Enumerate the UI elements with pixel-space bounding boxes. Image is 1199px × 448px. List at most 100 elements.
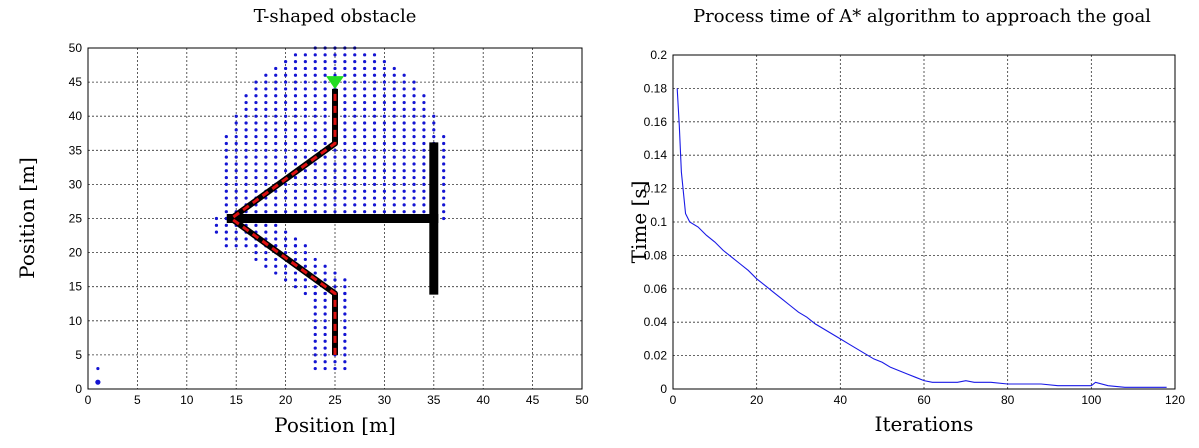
explored-node bbox=[303, 251, 307, 255]
explored-node bbox=[392, 66, 396, 71]
explored-node bbox=[293, 66, 298, 71]
explored-node bbox=[234, 169, 238, 173]
explored-node bbox=[323, 332, 327, 337]
explored-node bbox=[363, 135, 367, 139]
explored-node bbox=[303, 244, 307, 248]
explored-node bbox=[224, 169, 228, 173]
explored-node bbox=[234, 182, 238, 186]
explored-node bbox=[303, 141, 307, 146]
explored-node bbox=[293, 175, 298, 180]
explored-node bbox=[274, 100, 278, 105]
explored-node bbox=[392, 196, 396, 200]
explored-node bbox=[382, 121, 386, 125]
explored-node bbox=[313, 332, 317, 337]
explored-node bbox=[293, 141, 298, 146]
explored-node bbox=[313, 73, 317, 77]
explored-node bbox=[343, 107, 347, 111]
explored-node bbox=[254, 169, 258, 173]
explored-node bbox=[244, 114, 248, 118]
explored-node bbox=[293, 257, 298, 262]
explored-node bbox=[264, 107, 268, 111]
chart-title: Process time of A* algorithm to approach… bbox=[693, 6, 1151, 27]
explored-node bbox=[274, 271, 278, 275]
explored-node bbox=[382, 189, 386, 193]
explored-node bbox=[343, 87, 347, 91]
explored-node bbox=[303, 107, 307, 111]
explored-node bbox=[363, 182, 367, 186]
explored-node bbox=[402, 73, 406, 77]
explored-node bbox=[274, 66, 278, 71]
explored-node bbox=[303, 291, 307, 296]
explored-node bbox=[274, 87, 278, 91]
explored-node bbox=[313, 80, 317, 84]
explored-node bbox=[313, 135, 317, 139]
explored-node bbox=[244, 237, 248, 241]
explored-node bbox=[303, 257, 307, 262]
explored-node bbox=[293, 148, 298, 152]
explored-node bbox=[372, 73, 377, 77]
explored-node bbox=[303, 264, 307, 268]
explored-node bbox=[412, 155, 416, 159]
explored-node bbox=[343, 298, 347, 302]
explored-node bbox=[422, 94, 426, 98]
y-tick-label: 0.1 bbox=[650, 215, 667, 229]
explored-node bbox=[244, 121, 248, 125]
explored-node bbox=[392, 162, 396, 166]
explored-node bbox=[313, 305, 317, 309]
explored-node bbox=[422, 141, 426, 146]
explored-node bbox=[343, 73, 347, 77]
explored-node bbox=[412, 169, 416, 173]
explored-node bbox=[293, 121, 298, 125]
explored-node bbox=[353, 107, 357, 111]
explored-node bbox=[313, 66, 317, 71]
explored-node bbox=[343, 169, 347, 173]
explored-node bbox=[284, 237, 288, 241]
explored-node bbox=[372, 87, 377, 91]
explored-node bbox=[303, 53, 307, 57]
explored-node bbox=[392, 135, 396, 139]
explored-node bbox=[313, 264, 317, 268]
x-tick-label: 45 bbox=[526, 393, 540, 407]
explored-node bbox=[422, 148, 426, 152]
explored-node bbox=[284, 141, 288, 146]
x-tick-label: 40 bbox=[477, 393, 491, 407]
explored-node bbox=[234, 121, 238, 125]
explored-node bbox=[353, 175, 357, 180]
explored-node bbox=[353, 162, 357, 166]
explored-node bbox=[274, 128, 278, 132]
explored-node bbox=[264, 230, 268, 234]
explored-node bbox=[303, 285, 307, 289]
explored-node bbox=[323, 291, 327, 296]
explored-node bbox=[412, 87, 416, 91]
explored-node bbox=[392, 121, 396, 125]
explored-node bbox=[284, 155, 288, 159]
explored-node bbox=[323, 175, 327, 180]
explored-node bbox=[402, 114, 406, 118]
explored-node bbox=[372, 203, 377, 207]
explored-node bbox=[412, 148, 416, 152]
explored-node bbox=[244, 196, 248, 200]
explored-node bbox=[234, 237, 238, 241]
explored-node bbox=[323, 182, 327, 186]
explored-node bbox=[422, 121, 426, 125]
explored-node bbox=[333, 53, 337, 57]
explored-node bbox=[353, 60, 357, 64]
explored-node bbox=[372, 182, 377, 186]
explored-node bbox=[412, 114, 416, 118]
explored-node bbox=[343, 312, 347, 316]
explored-node bbox=[333, 66, 337, 71]
explored-node bbox=[244, 182, 248, 186]
explored-node bbox=[402, 182, 406, 186]
explored-node bbox=[442, 169, 446, 173]
explored-node bbox=[303, 278, 307, 282]
explored-node bbox=[343, 291, 347, 296]
explored-node bbox=[284, 66, 288, 71]
explored-node bbox=[412, 141, 416, 146]
explored-node bbox=[422, 182, 426, 186]
explored-node bbox=[293, 155, 298, 159]
explored-node bbox=[343, 80, 347, 84]
explored-node bbox=[402, 100, 406, 105]
explored-node bbox=[264, 210, 268, 214]
explored-node bbox=[442, 175, 446, 180]
explored-node bbox=[254, 189, 258, 193]
